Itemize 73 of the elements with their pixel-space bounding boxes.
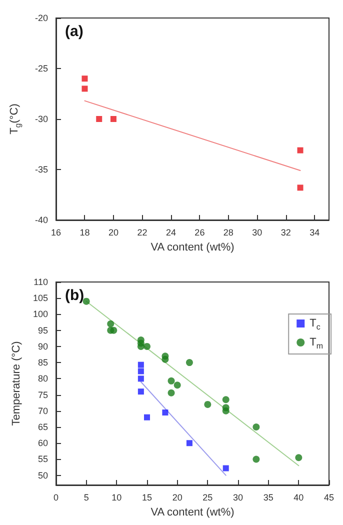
x-tick-label: 28 bbox=[223, 228, 234, 238]
point bbox=[204, 400, 212, 408]
y-tick-label: 90 bbox=[38, 341, 48, 352]
y-tick-label: -20 bbox=[34, 13, 48, 23]
y-tick-label: -35 bbox=[34, 164, 48, 174]
point bbox=[295, 454, 302, 462]
y-tick-label: 85 bbox=[38, 358, 48, 368]
point bbox=[222, 396, 230, 404]
x-tick-label: 35 bbox=[263, 492, 274, 502]
point bbox=[138, 376, 144, 382]
x-tick-label: 20 bbox=[108, 228, 118, 238]
point bbox=[107, 320, 114, 328]
x-tick-label: 22 bbox=[137, 228, 148, 238]
point bbox=[144, 342, 150, 350]
y-tick-label: -30 bbox=[34, 114, 48, 124]
point bbox=[162, 356, 169, 363]
point bbox=[110, 116, 116, 122]
point bbox=[222, 465, 229, 472]
y-axis-title: Temperature (°C) bbox=[10, 341, 22, 426]
x-tick-label: 0 bbox=[53, 492, 59, 502]
point bbox=[174, 382, 181, 389]
y-tick-label: 100 bbox=[32, 309, 48, 320]
x-axis-title: VA content (wt%) bbox=[150, 506, 234, 518]
y-tick-label: 95 bbox=[38, 325, 48, 336]
point bbox=[162, 410, 168, 416]
x-tick-label: 16 bbox=[50, 228, 62, 238]
x-tick-label: 10 bbox=[112, 492, 122, 502]
point bbox=[222, 407, 230, 414]
point bbox=[138, 362, 144, 368]
x-tick-label: 40 bbox=[294, 492, 304, 502]
y-tick-label: 110 bbox=[34, 277, 48, 287]
x-axis-title: VA content (wt%) bbox=[150, 242, 234, 254]
chart-title: (b) bbox=[65, 287, 84, 304]
point bbox=[137, 342, 144, 350]
x-tick-label: 26 bbox=[194, 228, 205, 238]
y-tick-label: -25 bbox=[34, 64, 48, 74]
x-tick-label: 32 bbox=[280, 228, 291, 238]
x-tick-label: 34 bbox=[310, 228, 320, 238]
x-tick-label: 20 bbox=[172, 492, 182, 502]
y-tick-label: 75 bbox=[38, 390, 48, 400]
x-tick-label: 24 bbox=[166, 228, 176, 238]
point bbox=[110, 326, 118, 334]
x-tick-label: 30 bbox=[232, 492, 244, 502]
point bbox=[186, 359, 193, 366]
x-tick-label: 18 bbox=[80, 228, 90, 238]
point bbox=[138, 368, 144, 374]
y-tick-label: 70 bbox=[38, 406, 48, 416]
y-tick-label: 65 bbox=[38, 422, 48, 432]
point bbox=[186, 440, 192, 446]
point bbox=[297, 184, 304, 191]
y-tick-label: 60 bbox=[38, 438, 48, 448]
y-tick-label: 50 bbox=[38, 470, 48, 480]
point bbox=[252, 456, 260, 463]
x-tick-label: 25 bbox=[202, 492, 213, 502]
y-tick-label: 80 bbox=[38, 374, 48, 384]
y-axis-title: Tg(°C) bbox=[8, 104, 22, 134]
point bbox=[96, 116, 102, 122]
point bbox=[82, 76, 88, 82]
y-tick-label: 105 bbox=[32, 293, 48, 304]
chart-title: (a) bbox=[65, 23, 84, 40]
point bbox=[168, 389, 175, 396]
point bbox=[297, 147, 304, 154]
point bbox=[252, 424, 260, 430]
x-tick-label: 5 bbox=[84, 492, 89, 502]
point bbox=[144, 414, 150, 420]
x-tick-label: 15 bbox=[142, 492, 152, 502]
y-tick-label: 55 bbox=[38, 454, 48, 464]
point bbox=[138, 388, 144, 395]
point bbox=[168, 377, 175, 384]
point bbox=[82, 86, 88, 92]
y-tick-label: -40 bbox=[34, 215, 48, 225]
x-tick-label: 45 bbox=[324, 492, 334, 502]
x-tick-label: 30 bbox=[252, 228, 262, 238]
